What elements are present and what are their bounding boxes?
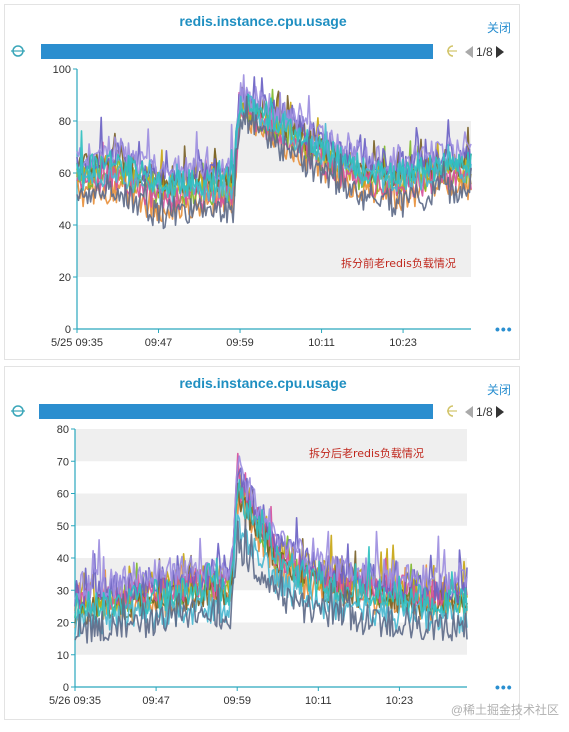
- pager-number: 1/8: [476, 44, 493, 59]
- pager-next-icon[interactable]: [495, 405, 504, 418]
- x-tick-label: 5/25 09:35: [51, 337, 103, 349]
- line-chart-plot: 0 10 20 30 40 50 60 70 80 5/26 09:35 09:47 09:59 10:…: [49, 424, 468, 707]
- series-line-9: [76, 93, 472, 197]
- series-line-10: [76, 95, 472, 230]
- legend-pager: 1/8: [465, 44, 504, 59]
- line-chart-plot: 0 20 40 60 80 100 5/25 09:35 09:47 09:59 10:11 10:…: [51, 64, 472, 349]
- y-tick-label: 80: [59, 116, 71, 128]
- more-options-icon[interactable]: •••: [495, 321, 513, 337]
- y-tick-label: 40: [57, 553, 69, 565]
- x-tick-label: 10:23: [386, 695, 414, 707]
- x-tick-label: 10:23: [389, 337, 417, 349]
- grid-band: [75, 429, 467, 462]
- series-line-10: [74, 518, 468, 644]
- y-tick-label: 100: [53, 64, 71, 76]
- y-tick-label: 0: [65, 324, 71, 336]
- x-tick-label: 5/26 09:35: [49, 695, 101, 707]
- pager-number: 1/8: [476, 404, 493, 419]
- chart-panel-2: redis.instance.cpu.usage 关闭 1/8 0 10 20 30 4…: [4, 366, 520, 720]
- watermark: @稀土掘金技术社区: [450, 703, 559, 717]
- y-tick-label: 10: [57, 650, 69, 662]
- pager-prev-icon[interactable]: [465, 405, 473, 418]
- zoom-right-handle-icon[interactable]: [443, 44, 457, 58]
- y-tick-label: 20: [57, 618, 69, 630]
- x-tick-label: 10:11: [308, 337, 335, 349]
- y-tick-label: 70: [57, 456, 69, 468]
- series-line-9: [74, 479, 468, 623]
- chart-title: redis.instance.cpu.usage: [179, 375, 347, 391]
- y-tick-label: 40: [59, 220, 71, 232]
- zoom-left-handle-icon[interactable]: [11, 404, 25, 418]
- chart-annotation: 拆分前老redis负载情况: [341, 256, 456, 270]
- y-tick-label: 30: [57, 585, 69, 597]
- y-tick-label: 20: [59, 272, 71, 284]
- y-tick-label: 60: [59, 168, 71, 180]
- chart-title: redis.instance.cpu.usage: [179, 13, 347, 29]
- chart-annotation: 拆分后老redis负载情况: [309, 446, 424, 460]
- x-tick-label: 09:47: [145, 337, 173, 349]
- x-tick-label: 09:47: [142, 695, 170, 707]
- x-tick-label: 09:59: [226, 337, 254, 349]
- legend-pager: 1/8: [465, 404, 504, 419]
- y-tick-label: 0: [63, 682, 69, 694]
- series-line-7: [76, 74, 472, 185]
- zoom-slider-bar[interactable]: [39, 404, 433, 419]
- y-tick-label: 50: [57, 521, 69, 533]
- zoom-left-handle-icon[interactable]: [11, 44, 25, 58]
- grid-band: [77, 225, 471, 277]
- pager-next-icon[interactable]: [495, 45, 504, 58]
- pager-prev-icon[interactable]: [465, 45, 473, 58]
- close-button[interactable]: 关闭: [486, 21, 511, 35]
- close-button[interactable]: 关闭: [486, 383, 511, 397]
- y-tick-label: 80: [57, 424, 69, 436]
- more-options-icon[interactable]: •••: [495, 679, 513, 695]
- grid-band: [75, 622, 467, 655]
- chart-panel-1: redis.instance.cpu.usage 关闭 1/8 0 20 40 60 8…: [4, 4, 520, 360]
- zoom-slider-bar[interactable]: [41, 44, 433, 59]
- zoom-right-handle-icon[interactable]: [443, 404, 457, 418]
- y-tick-label: 60: [57, 489, 69, 501]
- x-tick-label: 09:59: [223, 695, 251, 707]
- x-tick-label: 10:11: [305, 695, 332, 707]
